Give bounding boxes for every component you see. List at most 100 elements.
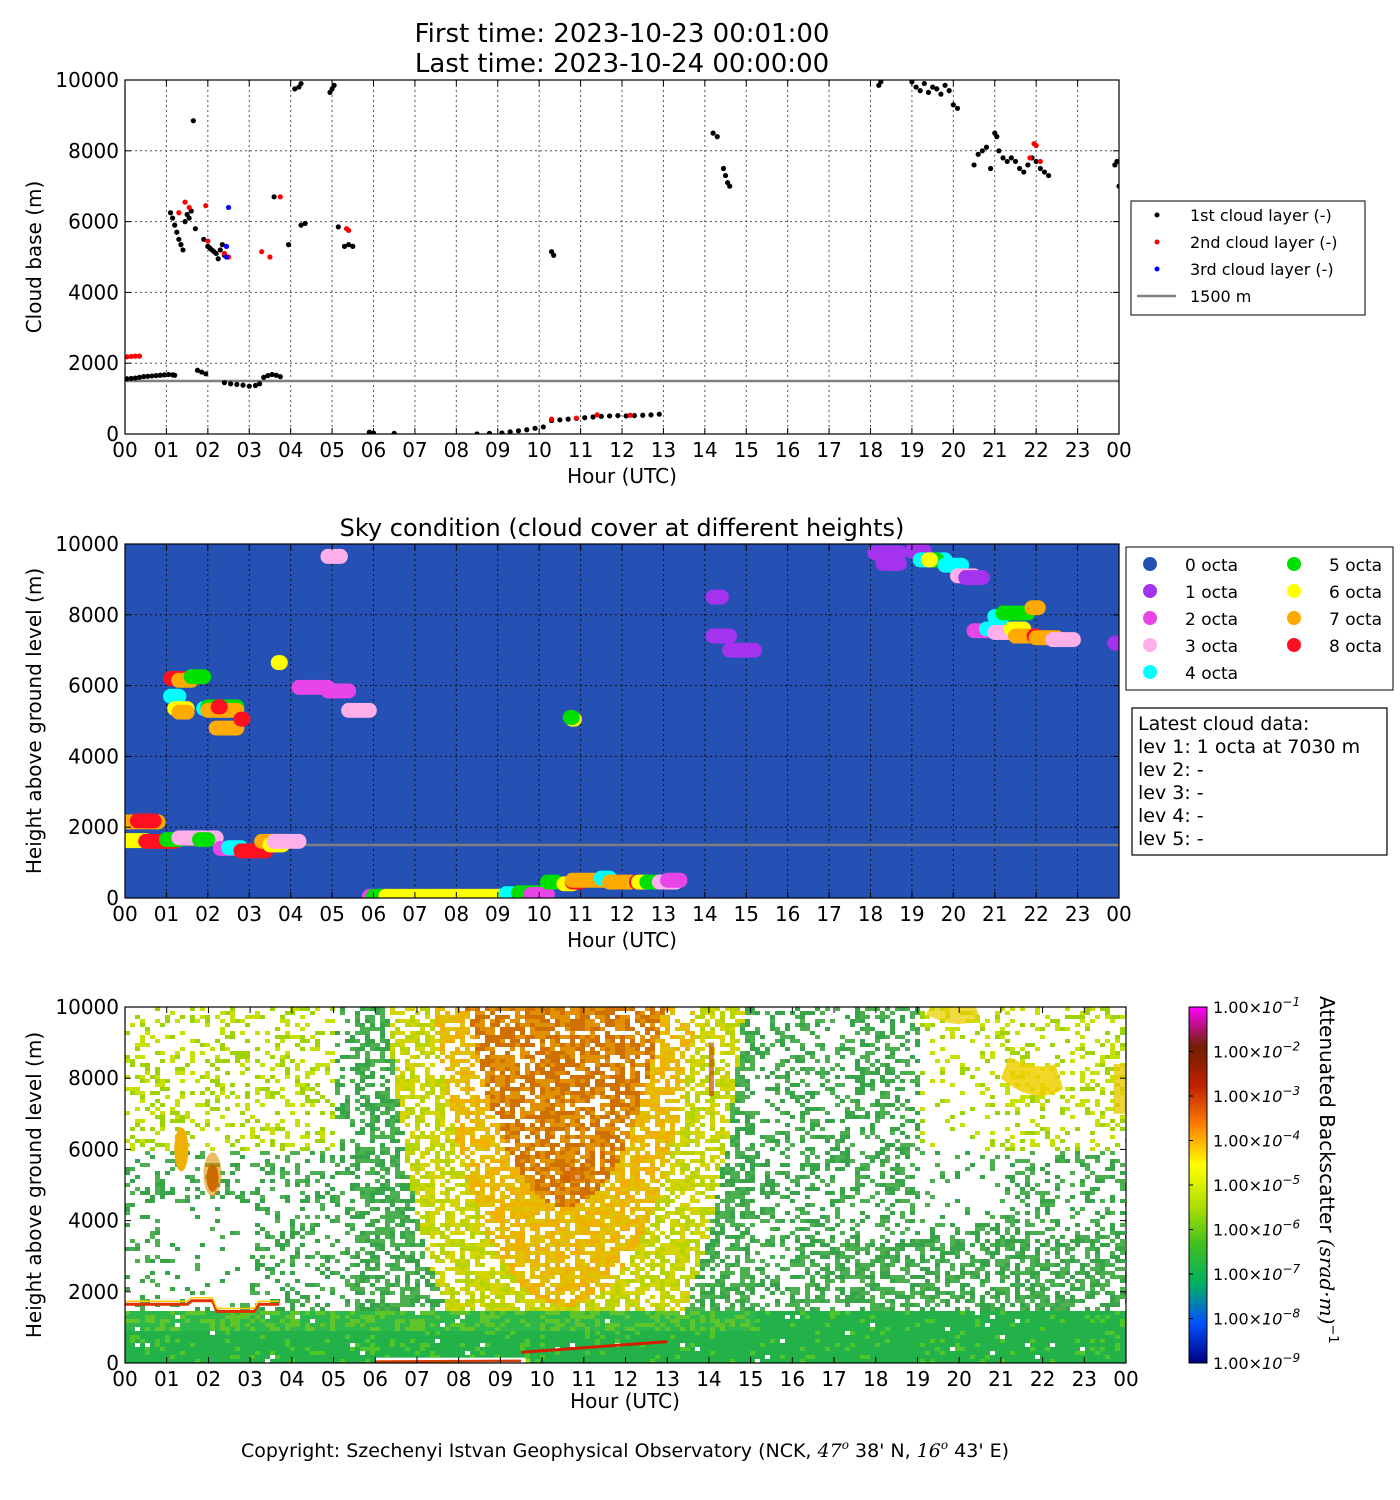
backscatter-cell bbox=[300, 1303, 305, 1307]
backscatter-cell bbox=[440, 1191, 445, 1195]
backscatter-cell bbox=[470, 1171, 475, 1175]
backscatter-cell bbox=[395, 1339, 400, 1343]
backscatter-cell bbox=[260, 1307, 265, 1311]
backscatter-cell bbox=[485, 1287, 490, 1291]
backscatter-cell bbox=[520, 1227, 525, 1231]
backscatter-cell bbox=[530, 1191, 535, 1195]
backscatter-cell bbox=[480, 1147, 485, 1151]
backscatter-cell bbox=[465, 1179, 470, 1183]
backscatter-cell bbox=[380, 1167, 385, 1171]
backscatter-cell bbox=[550, 1119, 555, 1123]
backscatter-cell bbox=[155, 1347, 160, 1351]
backscatter-cell bbox=[500, 1159, 505, 1163]
backscatter-cell bbox=[415, 1343, 420, 1347]
backscatter-cell bbox=[255, 1291, 260, 1295]
backscatter-cell bbox=[310, 1283, 315, 1287]
backscatter-cell bbox=[410, 1055, 415, 1059]
backscatter-cell bbox=[370, 1167, 375, 1171]
backscatter-cell bbox=[500, 1067, 505, 1071]
backscatter-cell bbox=[370, 1323, 375, 1327]
backscatter-cell bbox=[420, 1151, 425, 1155]
backscatter-cell bbox=[380, 1035, 385, 1039]
backscatter-cell bbox=[155, 1099, 160, 1103]
backscatter-cell bbox=[140, 1319, 145, 1323]
backscatter-cell bbox=[490, 1035, 495, 1039]
backscatter-cell bbox=[485, 1351, 490, 1355]
first-layer-point bbox=[942, 82, 948, 88]
legend-label-octa-2: 2 octa bbox=[1185, 610, 1238, 630]
backscatter-cell bbox=[410, 1239, 415, 1243]
backscatter-cell bbox=[180, 1347, 185, 1351]
backscatter-cell bbox=[300, 1027, 305, 1031]
backscatter-cell bbox=[520, 1087, 525, 1091]
backscatter-cell bbox=[255, 1263, 260, 1267]
backscatter-cell bbox=[315, 1319, 320, 1323]
backscatter-cell bbox=[510, 1351, 515, 1355]
backscatter-cell bbox=[450, 1315, 455, 1319]
backscatter-cell bbox=[545, 1151, 550, 1155]
backscatter-cell bbox=[175, 1103, 180, 1107]
first-layer-point bbox=[234, 381, 240, 388]
backscatter-cell bbox=[390, 1355, 395, 1359]
backscatter-cell bbox=[265, 1051, 270, 1055]
backscatter-cell bbox=[375, 1043, 380, 1047]
backscatter-cell bbox=[145, 1323, 150, 1327]
backscatter-cell bbox=[360, 1127, 365, 1131]
backscatter-cell bbox=[425, 1107, 430, 1111]
backscatter-cell bbox=[510, 1019, 515, 1023]
backscatter-cell bbox=[125, 1139, 130, 1143]
backscatter-cell bbox=[150, 1111, 155, 1115]
second-layer-point bbox=[1027, 155, 1033, 161]
backscatter-cell bbox=[375, 1303, 380, 1307]
backscatter-cell bbox=[135, 1331, 140, 1335]
backscatter-cell bbox=[380, 1183, 385, 1187]
backscatter-cell bbox=[385, 1183, 390, 1187]
backscatter-cell bbox=[175, 1359, 180, 1363]
backscatter-cell bbox=[440, 1027, 445, 1031]
first-layer-point bbox=[1008, 155, 1014, 161]
backscatter-cell bbox=[125, 1315, 130, 1319]
backscatter-cell bbox=[390, 1239, 395, 1243]
backscatter-cell bbox=[500, 1107, 505, 1111]
backscatter-cell bbox=[340, 1067, 345, 1071]
first-layer-point bbox=[486, 430, 493, 434]
backscatter-cell bbox=[395, 1263, 400, 1267]
backscatter-cell bbox=[410, 1259, 415, 1263]
backscatter-cell bbox=[465, 1199, 470, 1203]
backscatter-cell bbox=[460, 1111, 465, 1115]
backscatter-cell bbox=[310, 1231, 315, 1235]
backscatter-cell bbox=[505, 1115, 510, 1119]
backscatter-cell bbox=[320, 1319, 325, 1323]
backscatter-cell bbox=[410, 1191, 415, 1195]
backscatter-cell bbox=[235, 1323, 240, 1327]
backscatter-cell bbox=[395, 1167, 400, 1171]
backscatter-cell bbox=[255, 1059, 260, 1063]
backscatter-cell bbox=[490, 1299, 495, 1303]
backscatter-cell bbox=[245, 1103, 250, 1107]
backscatter-cell bbox=[315, 1335, 320, 1339]
backscatter-cell bbox=[250, 1335, 255, 1339]
backscatter-cell bbox=[460, 1319, 465, 1323]
backscatter-cell bbox=[515, 1043, 520, 1047]
backscatter-cell bbox=[285, 1195, 290, 1199]
backscatter-cell bbox=[290, 1011, 295, 1015]
backscatter-cell bbox=[445, 1287, 450, 1291]
legend-label-octa-0: 0 octa bbox=[1185, 556, 1238, 576]
backscatter-cell bbox=[475, 1007, 480, 1011]
backscatter-cell bbox=[350, 1351, 355, 1355]
backscatter-cell bbox=[390, 1267, 395, 1271]
backscatter-cell bbox=[285, 1099, 290, 1103]
backscatter-cell bbox=[430, 1251, 435, 1255]
backscatter-cell bbox=[425, 1079, 430, 1083]
backscatter-cell bbox=[370, 1151, 375, 1155]
backscatter-cell bbox=[540, 1239, 545, 1243]
first-layer-point bbox=[161, 372, 167, 378]
first-layer-point bbox=[125, 376, 130, 382]
backscatter-cell bbox=[330, 1155, 335, 1159]
octa-1-marker bbox=[713, 589, 729, 605]
backscatter-cell bbox=[155, 1239, 160, 1243]
backscatter-cell bbox=[415, 1263, 420, 1267]
backscatter-cell bbox=[410, 1287, 415, 1291]
backscatter-cell bbox=[460, 1243, 465, 1247]
backscatter-cell bbox=[365, 1331, 370, 1335]
